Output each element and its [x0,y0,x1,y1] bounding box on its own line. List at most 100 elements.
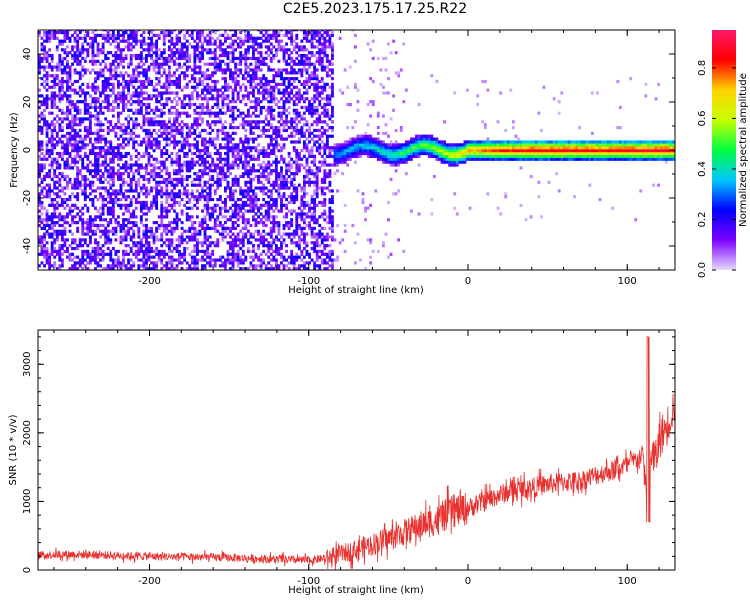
heatmap-cell [101,163,105,167]
heatmap-cell [241,117,245,121]
heatmap-cell [236,149,240,153]
heatmap-cell [96,157,100,161]
heatmap-cell [267,45,271,49]
heatmap-cell [226,195,230,199]
heatmap-cell [203,97,207,101]
heatmap-cell [180,71,184,75]
heatmap-cell [297,71,301,75]
heatmap-cell [124,163,128,167]
heatmap-cell [53,97,57,101]
heatmap-cell [300,68,304,72]
heatmap-cell [101,195,105,199]
heatmap-cell [48,169,52,173]
heatmap-cell [272,36,276,40]
heatmap-cell [119,94,123,98]
heatmap-cell [170,39,174,43]
heatmap-cell [198,30,202,32]
heatmap-cell [48,189,52,193]
heatmap-cell [124,232,128,236]
heatmap-cell [226,94,230,98]
heatmap-cell [252,177,255,182]
heatmap-cell [213,30,217,35]
heatmap-cell [188,105,192,110]
heatmap-cell [308,172,311,176]
heatmap-cell [226,261,230,265]
heatmap-cell [180,105,184,110]
heatmap-cell [203,151,207,156]
heatmap-cell [267,128,271,133]
heatmap-cell [280,97,283,101]
heatmap-cell [73,105,77,110]
heatmap-cell [83,137,87,141]
heatmap-cell [160,235,164,239]
spectrogram-cells [38,30,675,270]
heatmap-cell [116,30,120,35]
heatmap-cell [50,123,54,127]
heatmap-cell [155,203,159,207]
heatmap-cell [216,172,220,176]
heatmap-cell [231,146,235,150]
heatmap-cell [83,258,87,262]
heatmap-cell [267,123,271,127]
heatmap-cell [213,30,217,32]
heatmap-cell [86,255,90,259]
heatmap-cell [73,157,77,161]
heatmap-cell [302,166,306,170]
heatmap-cell [63,151,67,156]
heatmap-cell [55,82,59,86]
heatmap-cell [63,221,67,225]
heatmap-cell [114,97,118,101]
heatmap-cell [285,108,289,112]
heatmap-cell [81,238,85,242]
heatmap-cell [208,192,212,196]
heatmap-cell [267,180,271,184]
heatmap-cell [170,128,174,133]
heatmap-cell [94,154,97,158]
heatmap-cell [48,74,52,78]
heatmap-cell [185,140,189,144]
heatmap-cell [139,105,143,110]
heatmap-cell [50,91,54,95]
heatmap-cell [203,267,207,270]
heatmap-cell [142,192,146,196]
heatmap-cell [167,126,171,130]
heatmap-cell [208,154,212,158]
heatmap-cell [302,105,306,110]
heatmap-cell [55,232,59,236]
heatmap-cell [208,137,212,141]
heatmap-cell [203,62,207,66]
heatmap-cell [201,30,204,32]
heatmap-cell [170,180,174,184]
heatmap-cell [188,218,192,222]
heatmap-cell [173,30,176,32]
heatmap-cell [221,33,225,38]
heatmap-cell [290,126,294,130]
heatmap-cell [58,189,62,193]
heatmap-cell [129,177,133,182]
heatmap-cell [267,120,271,124]
heatmap-cell [274,71,278,75]
heatmap-cell [45,151,49,156]
heatmap-cell [252,36,255,40]
heatmap-cell [38,154,41,158]
heatmap-cell [170,258,174,262]
heatmap-cell [272,183,276,187]
heatmap-cell [193,235,197,239]
heatmap-cell [203,71,207,75]
heatmap-cell [43,102,46,107]
heatmap-cell [48,62,52,66]
heatmap-cell [277,131,281,135]
heatmap-cell [180,100,184,104]
heatmap-cell [274,126,278,130]
heatmap-cell [239,51,243,55]
heatmap-cell [213,65,217,69]
heatmap-cell [116,151,120,156]
heatmap-cell [224,163,227,167]
heatmap-cell [246,30,250,35]
heatmap-cell [206,195,210,199]
heatmap-cell [81,30,85,32]
heatmap-cell [221,215,225,219]
heatmap-cell [66,62,69,66]
heatmap-cell [246,79,250,84]
heatmap-cell [249,157,253,161]
